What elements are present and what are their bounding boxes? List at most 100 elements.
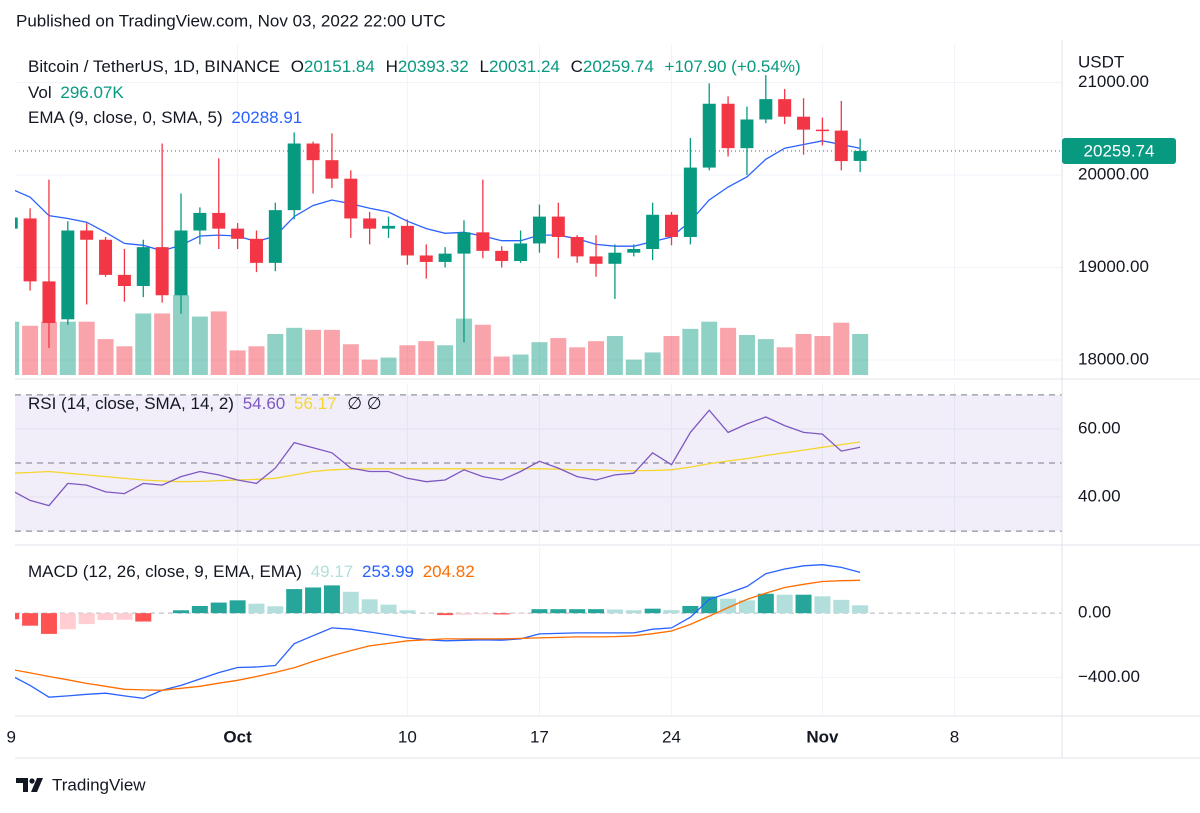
volume-bar [852, 333, 869, 375]
volume-bar [437, 345, 454, 375]
candle-body [136, 247, 150, 287]
volume-bar [720, 327, 737, 375]
histogram-bar [814, 596, 831, 614]
x-tick-label: 17 [530, 727, 549, 746]
volume-value: 296.07K [60, 83, 124, 102]
candle-body [702, 103, 716, 168]
volume-bar [455, 318, 472, 375]
histogram-bar [606, 609, 623, 614]
volume-bar [701, 321, 718, 375]
volume-bar [399, 345, 416, 375]
logo-mark [31, 778, 43, 792]
candle-body [268, 210, 282, 263]
volume-bar [682, 328, 699, 375]
ohlc-label: L [479, 57, 488, 76]
candle-body [778, 99, 792, 117]
volume-bar [154, 313, 171, 375]
volume-bar [380, 357, 397, 375]
histogram-bar [361, 599, 378, 614]
ema-name: EMA (9, close, 0, SMA, 5) [28, 108, 223, 127]
histogram-bar [248, 603, 265, 614]
candle-body [476, 232, 490, 251]
histogram-bar [701, 596, 718, 614]
line [15, 409, 861, 507]
high-value: 20393.32 [398, 57, 469, 76]
histogram-bar [59, 613, 76, 630]
x-tick-label: 8 [950, 727, 959, 746]
candle-body [646, 214, 660, 249]
candle-body [325, 160, 339, 179]
rsi-name: RSI (14, close, SMA, 14, 2) [28, 394, 234, 413]
logo-mark [29, 778, 35, 784]
candle-body [15, 217, 18, 229]
histogram-bar [663, 610, 680, 614]
candle-body [551, 216, 565, 237]
volume-bar [22, 325, 39, 375]
y-tick-label: 20000.00 [1078, 164, 1149, 183]
histogram-bar [210, 602, 227, 614]
histogram-bar [795, 594, 812, 614]
line [15, 564, 861, 699]
volume-legend: Vol 296.07K [28, 83, 124, 102]
histogram-bar [682, 605, 699, 614]
histogram-bar [380, 604, 397, 614]
candle-body [174, 230, 188, 296]
volume-bar [418, 341, 435, 375]
plot-area [15, 45, 1062, 715]
ohlc-label: H [386, 57, 398, 76]
x-tick-label: Nov [806, 727, 839, 746]
histogram-value: 49.17 [311, 562, 354, 581]
volume-bar [135, 313, 152, 375]
histogram-bar [437, 613, 454, 616]
y-tick-label: 60.00 [1078, 418, 1121, 437]
candle-body [797, 116, 811, 130]
volume-bar [342, 344, 359, 375]
candle-body [495, 250, 509, 262]
histogram-bar [22, 613, 39, 626]
volume-bar [305, 329, 322, 375]
volume-bar [191, 316, 208, 375]
y-tick-label: 0.00 [1078, 603, 1111, 622]
last-price-label: 20259.74 [1084, 141, 1155, 160]
y-tick-label: 19000.00 [1078, 257, 1149, 276]
signal-value: 204.82 [423, 562, 475, 581]
candle-body [287, 143, 301, 211]
histogram-bar [493, 613, 510, 615]
low-value: 20031.24 [489, 57, 560, 76]
change: +107.90 (+0.54%) [665, 57, 801, 76]
logo [16, 778, 43, 792]
volume-bar [323, 329, 340, 375]
histogram-bar [97, 613, 114, 621]
histogram-bar [588, 609, 605, 614]
line [15, 140, 861, 252]
main-legend: Bitcoin / TetherUS, 1D, BINANCE O20151.8… [28, 57, 801, 76]
histogram-bar [15, 613, 20, 620]
histogram-bar [342, 591, 359, 614]
ohlc-label: C [571, 57, 583, 76]
y-tick-label: 21000.00 [1078, 72, 1149, 91]
histogram-bar [399, 610, 416, 614]
candle-body [400, 225, 414, 256]
candle-body [117, 274, 131, 287]
histogram-bar [40, 613, 57, 634]
candle-body [683, 167, 697, 237]
histogram-bar [116, 613, 133, 620]
histogram-bar [550, 609, 567, 614]
volume-bar [78, 321, 95, 375]
volume-bar [550, 338, 567, 375]
candle-body [853, 150, 867, 161]
volume-bar [173, 295, 190, 375]
histogram-bar [323, 585, 340, 614]
y-tick-label: 40.00 [1078, 487, 1121, 506]
volume-bar [59, 321, 76, 375]
volume-bar [776, 347, 793, 375]
volume-bar [663, 336, 680, 375]
rsi-extra: ∅ ∅ [347, 394, 381, 413]
x-tick-label: 24 [662, 727, 681, 746]
volume-bar [229, 350, 246, 375]
volume-bar [814, 336, 831, 375]
close-value: 20259.74 [583, 57, 654, 76]
histogram-bar [229, 600, 246, 614]
histogram-bar [738, 600, 755, 614]
